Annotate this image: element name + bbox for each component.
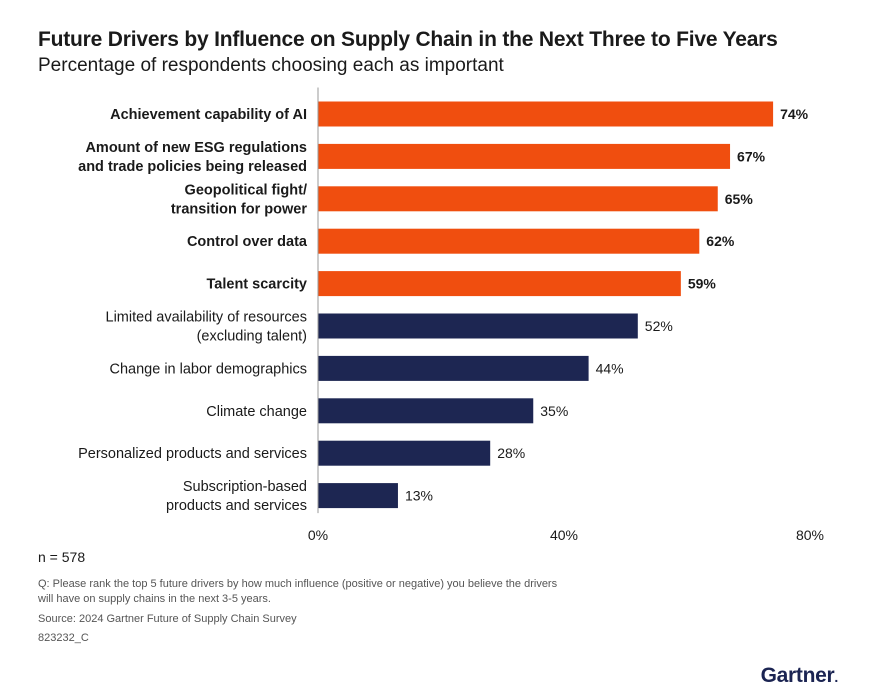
category-label-9: Personalized products and services: [78, 446, 307, 462]
x-tick-label-3: 80%: [796, 527, 824, 543]
bar-8: [318, 398, 534, 424]
bar-4: [318, 228, 700, 254]
category-label-line: Personalized products and services: [78, 446, 307, 462]
category-label-3: Geopolitical fight/transition for power: [171, 182, 308, 217]
chart-title: Future Drivers by Influence on Supply Ch…: [38, 28, 778, 51]
bar-2: [318, 143, 731, 169]
value-label-1: 74%: [780, 106, 809, 122]
bar-chart: 74% Achievement capability of AI 67% Amount…: [78, 87, 824, 543]
value-label-4: 62%: [706, 233, 735, 249]
category-label-2: Amount of new ESG regulations and trade p…: [78, 140, 307, 175]
category-label-line: Subscription-based: [183, 479, 307, 495]
bar-10: [318, 483, 398, 509]
category-label-line: Limited availability of resources: [106, 310, 307, 326]
category-label-line: Change in labor demographics: [110, 361, 308, 377]
bar-7: [318, 355, 589, 381]
source-note: Source: 2024 Gartner Future of Supply Ch…: [38, 613, 297, 625]
category-label-line: Talent scarcity: [207, 277, 307, 293]
category-label-line: Achievement capability of AI: [110, 107, 307, 123]
chart-subtitle: Percentage of respondents choosing each …: [38, 55, 504, 76]
sample-size: n = 578: [38, 549, 86, 565]
x-tick-label-2: 40%: [550, 527, 578, 543]
category-label-line: products and services: [166, 498, 307, 514]
category-label-4: Control over data: [187, 234, 308, 250]
chart-code: 823232_C: [38, 632, 89, 644]
bar-3: [318, 186, 718, 212]
value-label-6: 52%: [645, 318, 673, 334]
question-note: Q: Please rank the top 5 future drivers …: [38, 578, 558, 605]
category-label-6: Limited availability of resources (exclud…: [106, 310, 307, 345]
category-label-10: Subscription-based products and services: [166, 479, 307, 514]
bar-9: [318, 440, 491, 466]
category-label-line: and trade policies being released: [78, 159, 307, 175]
category-label-5: Talent scarcity: [207, 277, 307, 293]
category-label-7: Change in labor demographics: [110, 361, 308, 377]
gartner-logo: Gartner.: [760, 664, 839, 687]
bar-1: [318, 101, 774, 127]
category-label-8: Climate change: [206, 404, 307, 420]
value-label-9: 28%: [497, 445, 525, 461]
value-label-7: 44%: [596, 360, 624, 376]
category-label-line: (excluding talent): [197, 329, 307, 345]
value-label-5: 59%: [688, 276, 717, 292]
value-label-2: 67%: [737, 148, 766, 164]
value-label-3: 65%: [725, 191, 754, 207]
value-label-8: 35%: [540, 403, 568, 419]
category-label-line: Amount of new ESG regulations: [85, 140, 307, 156]
x-tick-label-1: 0%: [308, 527, 328, 543]
category-label-line: Control over data: [187, 234, 308, 250]
category-label-1: Achievement capability of AI: [110, 107, 307, 123]
category-label-line: transition for power: [171, 201, 308, 217]
bar-5: [318, 271, 681, 297]
value-label-10: 13%: [405, 488, 433, 504]
bar-6: [318, 313, 638, 339]
category-label-line: Geopolitical fight/: [185, 182, 307, 198]
category-label-line: Climate change: [206, 404, 307, 420]
